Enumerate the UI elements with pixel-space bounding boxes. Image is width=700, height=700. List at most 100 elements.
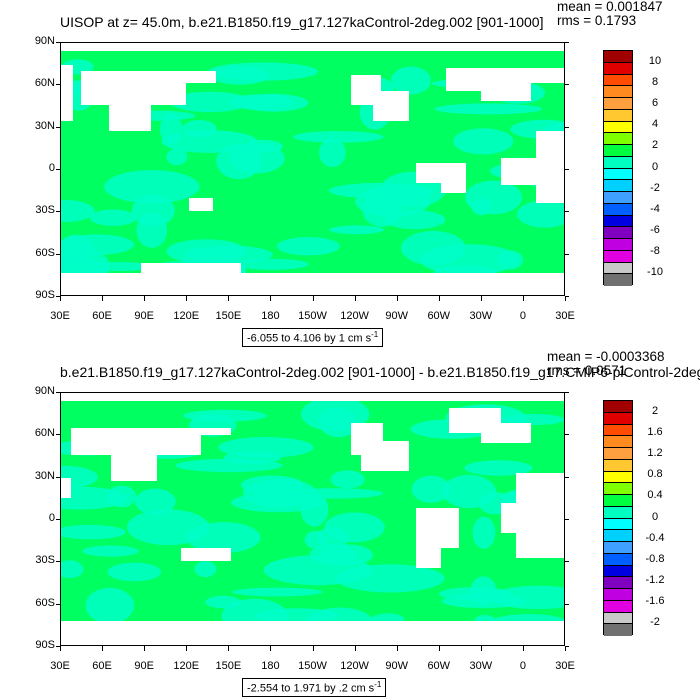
y-tick [565, 126, 569, 128]
colorbar-box [604, 192, 632, 204]
y-tick [56, 126, 60, 128]
colorbar-box [604, 506, 632, 519]
colorbar-label: 2 [651, 139, 659, 152]
x-tick-label: 0 [519, 660, 526, 672]
contour-band [169, 91, 251, 113]
contour-band [489, 585, 564, 610]
y-tick-label: 90S [35, 289, 55, 301]
colorbar-label: -1.2 [645, 573, 665, 586]
colorbar-box [604, 62, 632, 75]
contour-band [61, 560, 84, 579]
land-mask [61, 478, 71, 498]
land-mask [61, 621, 564, 645]
x-tick [396, 296, 398, 301]
colorbar-label: -2 [650, 616, 660, 629]
x-tick [438, 646, 440, 651]
contour-band [453, 128, 514, 155]
x-tick-label: 30E [50, 310, 70, 322]
panel-2-colorbar [603, 400, 633, 636]
y-tick-label: 30S [35, 204, 55, 217]
colorbar-box [604, 577, 632, 589]
x-tick-label: 90E [134, 310, 154, 322]
contour-band [242, 478, 317, 508]
contour-band [516, 200, 564, 228]
y-tick [565, 211, 569, 213]
colorbar-box [604, 436, 632, 448]
contour-band [223, 451, 282, 465]
y-tick [56, 392, 60, 393]
x-tick-label: 180 [261, 310, 280, 322]
contour-band [89, 209, 137, 226]
contour-band [328, 225, 385, 235]
colorbar-label: 10 [648, 54, 662, 67]
contour-band [301, 397, 370, 432]
contour-band [434, 103, 543, 115]
x-tick-label: 30E [555, 660, 575, 672]
contour-band [184, 245, 273, 264]
panel-2-mean: mean = -0.0003368 [547, 349, 665, 364]
land-mask [61, 273, 564, 295]
x-tick [270, 296, 272, 301]
contour-band [194, 561, 217, 578]
panel-2-map [60, 392, 565, 646]
x-tick-label: 150W [298, 660, 327, 672]
contour-band [232, 587, 323, 597]
panel-2-title: b.e21.B1850.f19_g17.127kaControl-2deg.00… [60, 364, 700, 380]
x-tick [522, 646, 524, 651]
colorbar-box [604, 401, 632, 413]
colorbar-box [604, 589, 632, 601]
x-tick [396, 646, 398, 651]
colorbar-box [604, 215, 632, 228]
contour-band [238, 93, 309, 112]
y-tick [56, 84, 60, 86]
colorbar-box [604, 203, 632, 216]
x-tick-label: 30W [469, 660, 493, 672]
colorbar-label: 6 [651, 97, 659, 110]
land-mask [61, 43, 564, 51]
contour-band [276, 237, 340, 256]
x-tick-label: 0 [519, 310, 526, 322]
panel-1-title: UISOP at z= 45.0m, b.e21.B1850.f19_g17.1… [60, 14, 544, 30]
y-tick-label: 0 [48, 162, 55, 174]
x-tick [312, 296, 314, 301]
colorbar-label: -6 [650, 223, 660, 236]
x-tick [60, 646, 61, 651]
contour-band [471, 198, 492, 216]
colorbar-box [604, 530, 632, 542]
panel-1-map [60, 42, 565, 296]
x-tick-label: 30E [50, 660, 70, 672]
contour-band [330, 470, 365, 489]
contour-band [355, 186, 431, 218]
land-mask [501, 503, 564, 533]
colorbar-label: -4 [650, 202, 660, 215]
x-tick-label: 60W [427, 660, 451, 672]
contour-band [126, 509, 210, 546]
panel-1-stats: mean = 0.001847 rms = 0.1793 [557, 0, 662, 28]
colorbar-box [604, 51, 632, 63]
land-mask [71, 428, 231, 481]
colorbar-label: -10 [647, 266, 663, 279]
colorbar-label: 1.2 [647, 447, 663, 460]
x-tick [480, 296, 482, 301]
x-tick-label: 150E [215, 310, 242, 322]
y-tick [56, 42, 60, 43]
x-tick [228, 646, 230, 651]
land-mask [61, 65, 73, 121]
land-mask [351, 75, 409, 121]
land-mask [416, 508, 459, 568]
panel-1-colorbar [603, 50, 633, 286]
x-tick-label: 60E [92, 660, 112, 672]
colorbar-label: -8 [650, 245, 660, 258]
contour-band [391, 66, 431, 95]
colorbar-box [604, 168, 632, 181]
panel-1-rms: rms = 0.1793 [557, 13, 637, 28]
colorbar-box [604, 448, 632, 460]
contour-band [83, 262, 155, 271]
x-tick-label: 30W [469, 310, 493, 322]
x-tick-label: 150E [215, 660, 242, 672]
x-tick [60, 296, 61, 301]
colorbar-box [604, 180, 632, 192]
contour-band [411, 475, 451, 503]
y-tick [565, 476, 569, 478]
colorbar-label: 1.6 [647, 425, 663, 438]
